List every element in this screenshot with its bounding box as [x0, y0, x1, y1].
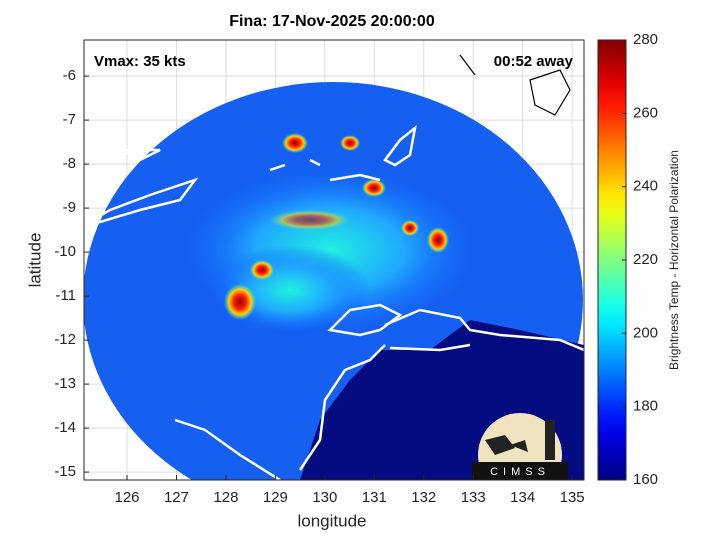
plot-frame — [83, 39, 585, 481]
y-tick-label: -15 — [54, 463, 76, 480]
y-axis-label: latitude — [25, 233, 44, 288]
x-tick-label: 128 — [213, 489, 238, 506]
y-tick-label: -10 — [54, 243, 76, 260]
y-tick-label: -12 — [54, 331, 76, 348]
x-tick-label: 130 — [312, 489, 337, 506]
colorbar-tick-label: 280 — [633, 31, 658, 48]
y-tick-label: -14 — [54, 419, 76, 436]
y-tick-label: -6 — [63, 67, 76, 84]
logo-text: CIMSS — [490, 466, 550, 478]
imagery: CIMSS — [84, 54, 584, 480]
x-tick-label: 134 — [510, 489, 535, 506]
logo-band — [472, 462, 568, 480]
convection — [401, 220, 419, 236]
x-tick-label: 129 — [263, 489, 288, 506]
convection — [282, 133, 308, 153]
x-tick-label: 135 — [560, 489, 585, 506]
colorbar-tick-label: 180 — [633, 398, 658, 415]
x-tick-label: 126 — [115, 489, 140, 506]
colorbar-tick-label: 240 — [633, 178, 658, 195]
y-tick-label: -7 — [63, 111, 76, 128]
y-tick-label: -9 — [63, 199, 76, 216]
convection — [427, 227, 449, 253]
colorbar — [597, 39, 627, 481]
y-tick-label: -11 — [55, 287, 76, 304]
y-tick-label: -13 — [54, 375, 76, 392]
colorbar-tick-label: 260 — [633, 104, 658, 121]
convection — [362, 179, 386, 197]
convection — [224, 284, 256, 320]
convection — [340, 135, 360, 151]
convection — [250, 260, 274, 280]
colorbar-tick-label: 160 — [633, 471, 658, 488]
logo-dish — [485, 420, 555, 460]
annotation: Vmax: 35 kts — [94, 53, 186, 70]
logo: CIMSS — [472, 413, 568, 480]
x-tick-label: 127 — [164, 489, 189, 506]
annotation: 00:52 away — [494, 53, 574, 70]
chart-title: Fina: 17-Nov-2025 20:00:00 — [229, 13, 435, 30]
colorbar-tick-label: 220 — [633, 251, 658, 268]
coastline-outside — [459, 54, 571, 116]
colorbar-tick-label: 200 — [633, 324, 658, 341]
colorbar-label: Brightness Temp - Horizontal Polarizatio… — [667, 150, 681, 370]
x-tick-label: 131 — [362, 489, 387, 506]
x-axis-label: longitude — [297, 511, 366, 530]
x-tick-label: 132 — [411, 489, 436, 506]
y-tick-label: -8 — [63, 155, 76, 172]
convection — [270, 210, 350, 230]
coastline — [84, 124, 584, 480]
x-tick-label: 133 — [461, 489, 486, 506]
